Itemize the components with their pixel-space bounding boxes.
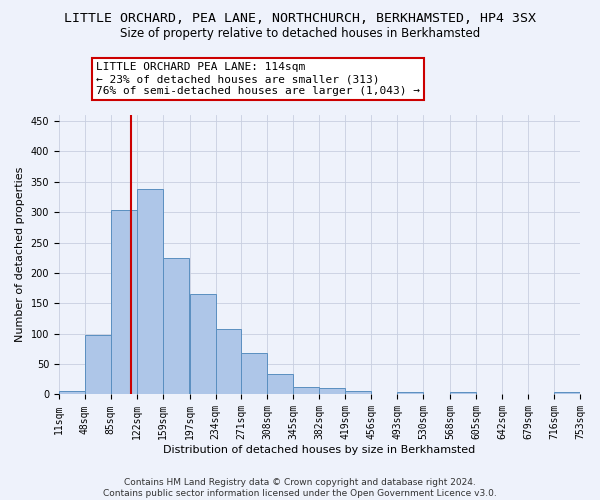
Bar <box>59 392 85 394</box>
Bar <box>346 391 371 394</box>
Bar <box>163 258 189 394</box>
Bar <box>85 335 111 394</box>
Bar <box>268 374 293 394</box>
Bar <box>293 386 319 394</box>
Bar <box>241 353 268 395</box>
Bar <box>137 189 163 394</box>
Text: LITTLE ORCHARD PEA LANE: 114sqm
← 23% of detached houses are smaller (313)
76% o: LITTLE ORCHARD PEA LANE: 114sqm ← 23% of… <box>96 62 420 96</box>
Text: Size of property relative to detached houses in Berkhamsted: Size of property relative to detached ho… <box>120 28 480 40</box>
Bar <box>450 392 476 394</box>
Bar <box>554 392 580 394</box>
Bar <box>215 329 241 394</box>
Text: LITTLE ORCHARD, PEA LANE, NORTHCHURCH, BERKHAMSTED, HP4 3SX: LITTLE ORCHARD, PEA LANE, NORTHCHURCH, B… <box>64 12 536 26</box>
Y-axis label: Number of detached properties: Number of detached properties <box>15 167 25 342</box>
Bar <box>111 210 137 394</box>
Bar <box>190 294 215 394</box>
Text: Contains HM Land Registry data © Crown copyright and database right 2024.
Contai: Contains HM Land Registry data © Crown c… <box>103 478 497 498</box>
Bar <box>397 392 424 394</box>
X-axis label: Distribution of detached houses by size in Berkhamsted: Distribution of detached houses by size … <box>163 445 476 455</box>
Bar <box>319 388 346 394</box>
